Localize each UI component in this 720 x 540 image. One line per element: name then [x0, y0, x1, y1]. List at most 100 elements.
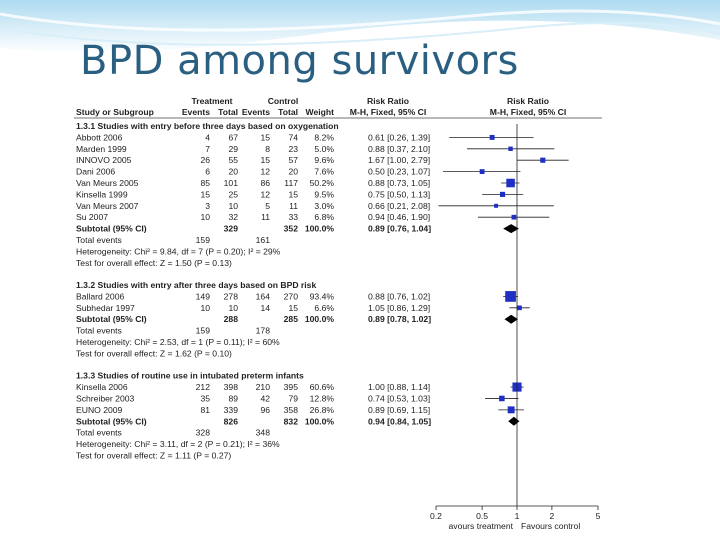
- treatment-total: 10: [228, 201, 238, 211]
- study-name: EUNO 2009: [76, 405, 123, 415]
- control-events: 5: [265, 201, 270, 211]
- x-tick-label: 1: [515, 511, 520, 521]
- total-events-control: 161: [256, 235, 271, 245]
- study-weight: 6.8%: [314, 212, 334, 222]
- treatment-events: 15: [200, 189, 210, 199]
- x-tick-label: 5: [596, 511, 601, 521]
- treatment-total: 32: [228, 212, 238, 222]
- subtotal-weight: 100.0%: [305, 314, 335, 324]
- subtotal-diamond: [504, 314, 518, 324]
- study-name: Su 2007: [76, 212, 108, 222]
- total-events-control: 348: [256, 428, 271, 438]
- control-events: 96: [260, 405, 270, 415]
- total-events-control: 178: [256, 326, 271, 336]
- study-name: Kinsella 2006: [76, 382, 128, 392]
- control-total: 270: [284, 291, 299, 301]
- subtotal-label: Subtotal (95% CI): [76, 416, 147, 426]
- treatment-total: 101: [224, 178, 239, 188]
- study-marker: [508, 146, 513, 152]
- risk-ratio-ci: 1.05 [0.86, 1.29]: [368, 303, 430, 313]
- treatment-events: 10: [200, 212, 210, 222]
- treatment-events: 7: [205, 144, 210, 154]
- total-events-treatment: 159: [196, 326, 211, 336]
- control-events: 164: [256, 291, 271, 301]
- study-weight: 5.0%: [314, 144, 334, 154]
- study-name: Van Meurs 2005: [76, 178, 139, 188]
- subtotal-treatment-total: 329: [224, 224, 239, 234]
- col-header-control-events: Events: [242, 107, 270, 117]
- study-marker: [505, 291, 516, 302]
- study-name: Subhedar 1997: [76, 303, 135, 313]
- study-marker: [517, 305, 522, 311]
- treatment-events: 10: [200, 303, 210, 313]
- subgroup-title: 1.3.2 Studies with entry after three day…: [76, 280, 316, 290]
- study-marker: [499, 191, 506, 197]
- overall-effect-text: Test for overall effect: Z = 1.11 (P = 0…: [76, 450, 231, 460]
- subtotal-label: Subtotal (95% CI): [76, 224, 147, 234]
- risk-ratio-ci: 0.66 [0.21, 2.08]: [368, 201, 430, 211]
- heterogeneity-text: Heterogeneity: Chi² = 9.84, df = 7 (P = …: [76, 246, 281, 256]
- control-events: 12: [260, 189, 270, 199]
- control-total: 20: [288, 167, 298, 177]
- risk-ratio-ci: 1.67 [1.00, 2.79]: [368, 155, 430, 165]
- control-total: 74: [288, 132, 298, 142]
- subtotal-weight: 100.0%: [305, 224, 335, 234]
- study-marker: [499, 395, 505, 402]
- col-header-study: Study or Subgroup: [76, 107, 154, 117]
- treatment-total: 10: [228, 303, 238, 313]
- control-total: 117: [284, 178, 298, 188]
- total-events-treatment: 328: [196, 428, 211, 438]
- study-marker: [540, 157, 546, 163]
- treatment-total: 29: [228, 144, 238, 154]
- study-name: Schreiber 2003: [76, 393, 135, 403]
- subtotal-control-total: 352: [284, 224, 299, 234]
- x-tick-label: 0.2: [430, 511, 442, 521]
- study-marker: [479, 169, 485, 175]
- control-events: 15: [260, 155, 270, 165]
- treatment-events: 81: [200, 405, 210, 415]
- control-total: 395: [284, 382, 299, 392]
- treatment-events: 149: [196, 291, 211, 301]
- control-total: 358: [284, 405, 299, 415]
- study-marker: [511, 214, 517, 220]
- risk-ratio-ci: 0.74 [0.53, 1.03]: [368, 393, 430, 403]
- treatment-total: 20: [228, 167, 238, 177]
- plot-subheader: M-H, Fixed, 95% CI: [490, 107, 566, 117]
- study-marker: [489, 134, 495, 140]
- slide-title: BPD among survivors: [80, 38, 519, 84]
- col-header-treatment-events: Events: [182, 107, 210, 117]
- treatment-total: 25: [228, 189, 238, 199]
- study-marker: [494, 203, 499, 208]
- study-weight: 7.6%: [314, 167, 334, 177]
- risk-ratio-ci: 0.94 [0.46, 1.90]: [368, 212, 430, 222]
- total-events-label: Total events: [76, 235, 122, 245]
- treatment-events: 3: [205, 201, 210, 211]
- control-events: 14: [260, 303, 270, 313]
- study-marker: [506, 178, 515, 188]
- subtotal-ci: 0.89 [0.78, 1.02]: [368, 314, 431, 324]
- treatment-total: 339: [224, 405, 239, 415]
- subtotal-treatment-total: 288: [224, 314, 239, 324]
- subtotal-control-total: 832: [284, 416, 299, 426]
- control-total: 15: [288, 189, 298, 199]
- study-weight: 93.4%: [310, 291, 335, 301]
- study-weight: 6.6%: [314, 303, 334, 313]
- overall-effect-text: Test for overall effect: Z = 1.62 (P = 0…: [76, 348, 232, 358]
- study-name: INNOVO 2005: [76, 155, 132, 165]
- risk-ratio-ci: 0.88 [0.76, 1.02]: [368, 291, 430, 301]
- treatment-total: 398: [224, 382, 239, 392]
- risk-ratio-header: Risk Ratio: [367, 96, 409, 106]
- control-events: 12: [260, 167, 270, 177]
- control-total: 33: [288, 212, 298, 222]
- control-group-header: Control: [268, 96, 299, 106]
- study-name: Abbott 2006: [76, 132, 123, 142]
- study-weight: 12.8%: [310, 393, 335, 403]
- study-name: Dani 2006: [76, 167, 115, 177]
- study-name: Kinsella 1999: [76, 189, 128, 199]
- study-weight: 60.6%: [310, 382, 335, 392]
- treatment-total: 67: [228, 132, 238, 142]
- risk-ratio-ci: 0.88 [0.73, 1.05]: [368, 178, 430, 188]
- plot-risk-ratio-header: Risk Ratio: [507, 96, 549, 106]
- study-name: Marden 1999: [76, 144, 127, 154]
- col-header-control-total: Total: [278, 107, 298, 117]
